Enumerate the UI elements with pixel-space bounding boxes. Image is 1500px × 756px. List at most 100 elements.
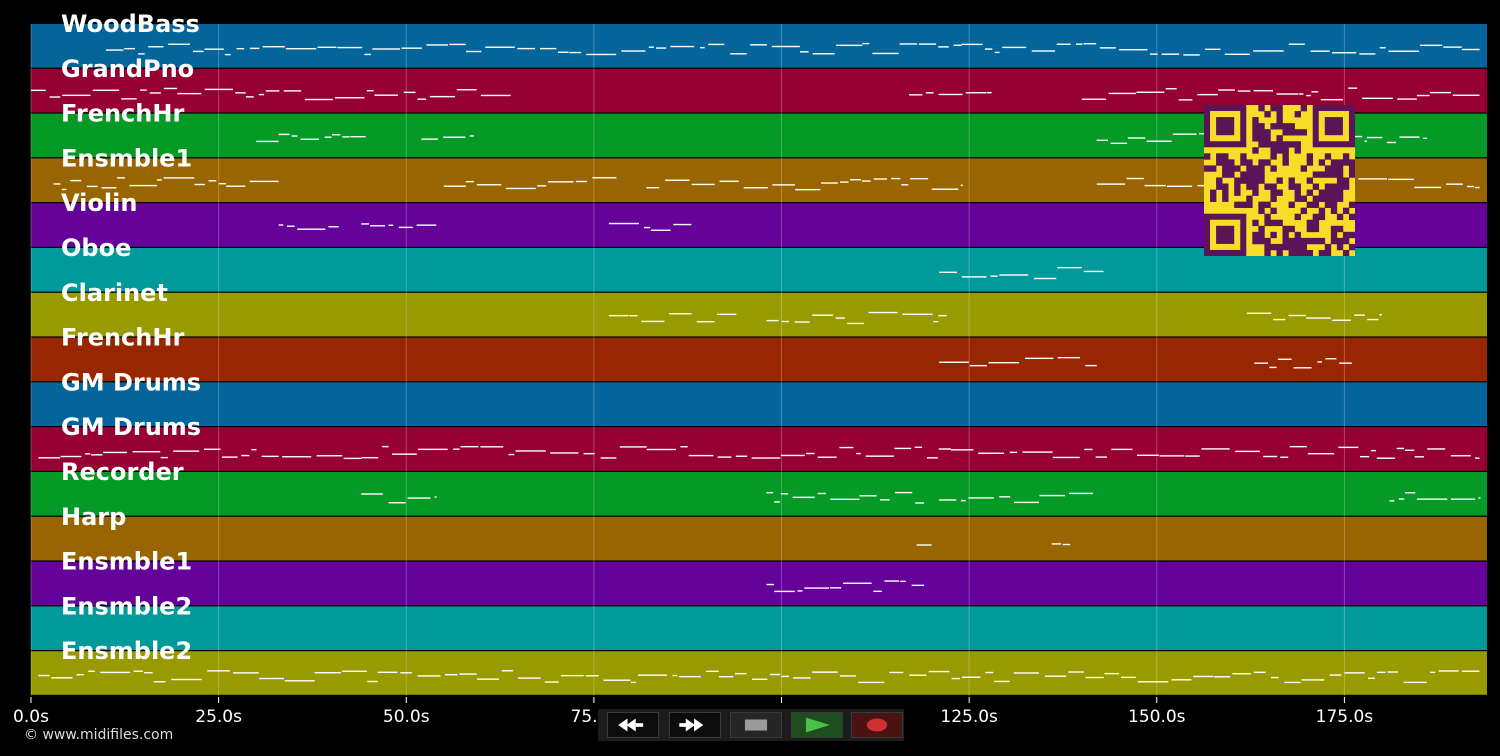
note (772, 184, 795, 186)
note (124, 47, 136, 50)
track-lane[interactable] (31, 337, 1487, 382)
note (1009, 451, 1018, 454)
note (699, 46, 705, 49)
note (1119, 48, 1148, 51)
track-label: Ensmble1 (61, 144, 192, 172)
track-label: GM Drums (61, 368, 201, 396)
note (1338, 446, 1359, 449)
note (1085, 676, 1104, 679)
note (850, 179, 861, 181)
note (283, 90, 302, 92)
note (1450, 455, 1471, 457)
note (766, 319, 779, 322)
note (370, 225, 386, 227)
play-button[interactable] (791, 712, 843, 738)
note (1002, 46, 1027, 49)
note (984, 48, 993, 50)
note (1298, 93, 1304, 95)
note (1348, 87, 1358, 89)
track-lane[interactable] (31, 292, 1487, 337)
note (804, 587, 830, 589)
note (1126, 177, 1144, 180)
note (1288, 43, 1305, 45)
note (1461, 670, 1480, 672)
note (1325, 358, 1337, 360)
note (899, 43, 918, 45)
note (868, 311, 898, 314)
note (224, 53, 231, 56)
note (1263, 455, 1278, 458)
note (1379, 313, 1382, 316)
note (1387, 671, 1399, 673)
track-lane[interactable] (31, 516, 1487, 561)
note (812, 314, 834, 316)
track-lane[interactable] (31, 606, 1487, 650)
record-button[interactable] (851, 712, 903, 738)
note (1443, 46, 1462, 48)
note (585, 675, 594, 677)
track-label: FrenchHr (61, 324, 184, 352)
note (1379, 47, 1386, 49)
note (1127, 137, 1146, 139)
note (1057, 266, 1082, 269)
note (1362, 97, 1393, 100)
note (774, 501, 780, 503)
note (204, 88, 233, 91)
note (631, 681, 637, 684)
note (1388, 50, 1419, 52)
stop-icon (744, 719, 768, 731)
note (1293, 367, 1312, 369)
note (650, 229, 671, 231)
note (61, 188, 67, 191)
note (583, 452, 595, 455)
note (1461, 48, 1480, 51)
note (258, 93, 265, 96)
note (300, 138, 320, 140)
note (204, 48, 224, 50)
note (505, 187, 536, 190)
track-lane[interactable] (31, 561, 1487, 606)
note (476, 184, 502, 186)
note (160, 456, 168, 459)
note (388, 502, 406, 504)
rewind-button[interactable] (607, 712, 659, 738)
note (951, 449, 974, 451)
note (245, 96, 254, 98)
note (1108, 92, 1136, 95)
note (284, 680, 315, 682)
note (717, 456, 732, 458)
note (1218, 89, 1235, 91)
note (734, 672, 747, 675)
note (918, 43, 937, 45)
stop-button[interactable] (730, 712, 782, 738)
note (909, 674, 927, 676)
note (138, 53, 145, 55)
track-lane[interactable] (31, 651, 1487, 695)
note (646, 186, 660, 189)
note (177, 92, 202, 95)
note (1083, 42, 1097, 45)
track-lane[interactable] (31, 382, 1487, 426)
note (1399, 136, 1420, 138)
note (1466, 185, 1474, 188)
note (894, 447, 912, 450)
note (443, 185, 466, 187)
track-lane[interactable] (31, 472, 1487, 516)
note (1056, 43, 1071, 45)
note (706, 670, 719, 673)
note (953, 44, 962, 47)
note (688, 454, 714, 457)
track-lane[interactable] (31, 24, 1487, 68)
track-lane[interactable] (31, 427, 1487, 471)
note (285, 47, 317, 50)
note (364, 53, 371, 56)
note (314, 672, 342, 674)
note (673, 223, 692, 226)
note (372, 48, 401, 50)
note (586, 53, 617, 56)
note (619, 446, 647, 448)
fast-forward-button[interactable] (669, 712, 721, 738)
note (1062, 543, 1071, 546)
note (1311, 91, 1319, 93)
note (835, 317, 845, 319)
